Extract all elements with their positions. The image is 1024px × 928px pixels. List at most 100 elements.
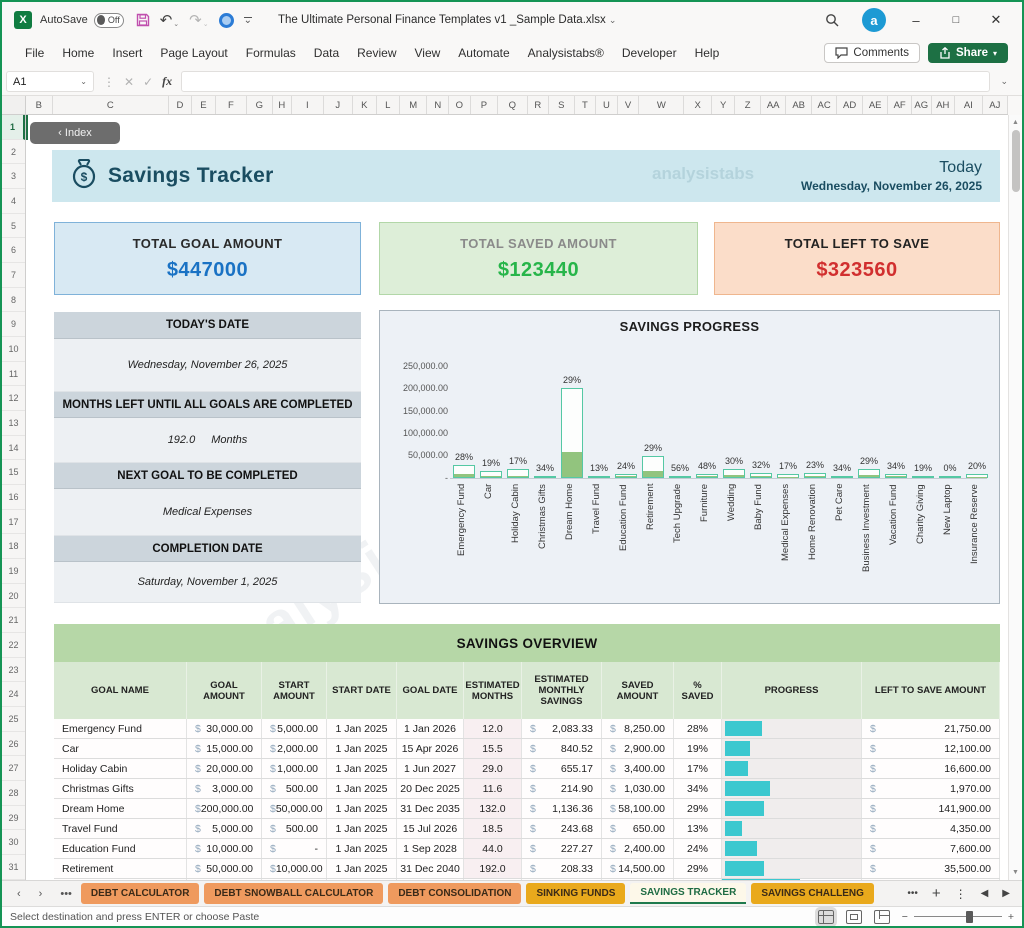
ribbon-tab-home[interactable]: Home (53, 41, 103, 65)
table-row[interactable]: Emergency Fund$30,000.00$5,000.001 Jan 2… (54, 719, 1000, 739)
ribbon-tab-insert[interactable]: Insert (103, 41, 151, 65)
row-header-12[interactable]: 12 (2, 386, 25, 411)
row-header-3[interactable]: 3 (2, 164, 25, 189)
scroll-down-icon[interactable]: ▼ (1012, 865, 1019, 880)
column-header-L[interactable]: L (377, 96, 401, 114)
column-header-E[interactable]: E (192, 96, 216, 114)
autosave-control[interactable]: AutoSave Off (40, 13, 124, 28)
column-header-F[interactable]: F (216, 96, 247, 114)
column-header-AC[interactable]: AC (812, 96, 838, 114)
column-header-Q[interactable]: Q (498, 96, 527, 114)
sheet-tab-debt-calculator[interactable]: DEBT CALCULATOR (81, 883, 200, 904)
column-header-N[interactable]: N (427, 96, 449, 114)
scroll-up-icon[interactable]: ▲ (1012, 115, 1019, 130)
table-row[interactable]: Education Fund$10,000.00$-1 Jan 20251 Se… (54, 839, 1000, 859)
column-header-J[interactable]: J (324, 96, 353, 114)
ribbon-tab-file[interactable]: File (16, 41, 53, 65)
row-header-20[interactable]: 20 (2, 584, 25, 609)
save-icon[interactable] (136, 13, 150, 27)
comments-button[interactable]: Comments (824, 43, 920, 63)
ribbon-tab-view[interactable]: View (406, 41, 450, 65)
row-header-31[interactable]: 31 (2, 855, 25, 880)
insert-function-icon[interactable]: fx (162, 74, 172, 89)
ribbon-tab-data[interactable]: Data (305, 41, 348, 65)
row-header-2[interactable]: 2 (2, 140, 25, 165)
row-header-13[interactable]: 13 (2, 411, 25, 436)
row-header-4[interactable]: 4 (2, 189, 25, 214)
page-break-view-icon[interactable] (874, 910, 890, 924)
table-row[interactable]: Retirement$50,000.00$10,000.001 Jan 2025… (54, 859, 1000, 879)
column-header-I[interactable]: I (292, 96, 323, 114)
column-header-AH[interactable]: AH (932, 96, 956, 114)
column-header-Y[interactable]: Y (712, 96, 736, 114)
share-button[interactable]: Share ▾ (928, 43, 1008, 63)
autosave-toggle[interactable]: Off (94, 13, 124, 28)
row-header-11[interactable]: 11 (2, 362, 25, 387)
row-header-18[interactable]: 18 (2, 534, 25, 559)
sheet-tab-debt-snowball-calculator[interactable]: DEBT SNOWBALL CALCULATOR (204, 883, 383, 904)
row-header-17[interactable]: 17 (2, 510, 25, 535)
search-icon[interactable] (812, 4, 852, 36)
row-header-10[interactable]: 10 (2, 337, 25, 362)
row-header-15[interactable]: 15 (2, 460, 25, 485)
zoom-slider[interactable] (914, 916, 1002, 918)
table-row[interactable]: Car$15,000.00$2,000.001 Jan 202515 Apr 2… (54, 739, 1000, 759)
column-header-X[interactable]: X (684, 96, 711, 114)
column-header-AJ[interactable]: AJ (983, 96, 1009, 114)
row-header-28[interactable]: 28 (2, 781, 25, 806)
sheet-tab-sinking-funds[interactable]: SINKING FUNDS (526, 883, 625, 904)
row-header-16[interactable]: 16 (2, 485, 25, 510)
table-row[interactable]: Christmas Gifts$3,000.00$500.001 Jan 202… (54, 779, 1000, 799)
ribbon-tab-automate[interactable]: Automate (449, 41, 518, 65)
new-sheet-icon[interactable]: + (932, 885, 941, 902)
customize-toolbar-icon[interactable]: ⌄ (244, 17, 252, 24)
normal-view-icon[interactable] (818, 910, 834, 924)
column-header-AD[interactable]: AD (837, 96, 863, 114)
row-header-1[interactable]: 1 (2, 115, 25, 140)
column-header-P[interactable]: P (471, 96, 498, 114)
column-header-AE[interactable]: AE (863, 96, 889, 114)
column-header-G[interactable]: G (247, 96, 273, 114)
scrollbar-thumb[interactable] (1012, 130, 1020, 192)
row-header-23[interactable]: 23 (2, 658, 25, 683)
undo-button[interactable]: ↶⌄ (160, 13, 179, 28)
zoom-in-icon[interactable]: + (1008, 911, 1014, 923)
column-header-T[interactable]: T (575, 96, 597, 114)
row-header-29[interactable]: 29 (2, 806, 25, 831)
loop-icon[interactable] (219, 13, 234, 28)
column-header-U[interactable]: U (596, 96, 618, 114)
column-header-H[interactable]: H (273, 96, 293, 114)
row-header-24[interactable]: 24 (2, 682, 25, 707)
name-box[interactable]: A1 ⌄ (6, 71, 94, 92)
vertical-scrollbar[interactable]: ▲ ▼ (1008, 115, 1022, 880)
row-header-14[interactable]: 14 (2, 436, 25, 461)
page-layout-view-icon[interactable] (846, 910, 862, 924)
cancel-icon[interactable]: ✕ (124, 75, 134, 89)
tab-scroll-left-icon[interactable]: ◀ (981, 888, 989, 899)
ribbon-tab-page-layout[interactable]: Page Layout (151, 41, 236, 65)
column-header-AF[interactable]: AF (888, 96, 912, 114)
row-header-27[interactable]: 27 (2, 756, 25, 781)
column-header-AA[interactable]: AA (761, 96, 787, 114)
column-header-V[interactable]: V (618, 96, 640, 114)
more-sheets-icon[interactable]: ••• (907, 888, 918, 899)
next-sheet-icon[interactable]: › (30, 888, 52, 900)
ribbon-tab-help[interactable]: Help (686, 41, 729, 65)
zoom-slider-handle[interactable] (966, 911, 973, 923)
document-title[interactable]: The Ultimate Personal Finance Templates … (278, 14, 616, 26)
tab-scroll-right-icon[interactable]: ▶ (1002, 888, 1010, 899)
row-header-19[interactable]: 19 (2, 559, 25, 584)
column-header-M[interactable]: M (400, 96, 427, 114)
row-header-7[interactable]: 7 (2, 263, 25, 288)
sheet-options-icon[interactable]: ⋮ (955, 887, 967, 901)
formula-bar-expand-icon[interactable]: ⌄ (990, 76, 1018, 87)
namebox-dropdown-icon[interactable]: ⌄ (80, 77, 87, 86)
sheet-tab-debt-consolidation[interactable]: DEBT CONSOLIDATION (388, 883, 521, 904)
row-header-30[interactable]: 30 (2, 830, 25, 855)
redo-button[interactable]: ↷⌄ (189, 13, 208, 28)
ribbon-tab-review[interactable]: Review (348, 41, 405, 65)
zoom-out-icon[interactable]: − (902, 911, 908, 923)
all-sheets-icon[interactable]: ••• (51, 888, 81, 900)
column-header-D[interactable]: D (169, 96, 193, 114)
row-header-6[interactable]: 6 (2, 238, 25, 263)
